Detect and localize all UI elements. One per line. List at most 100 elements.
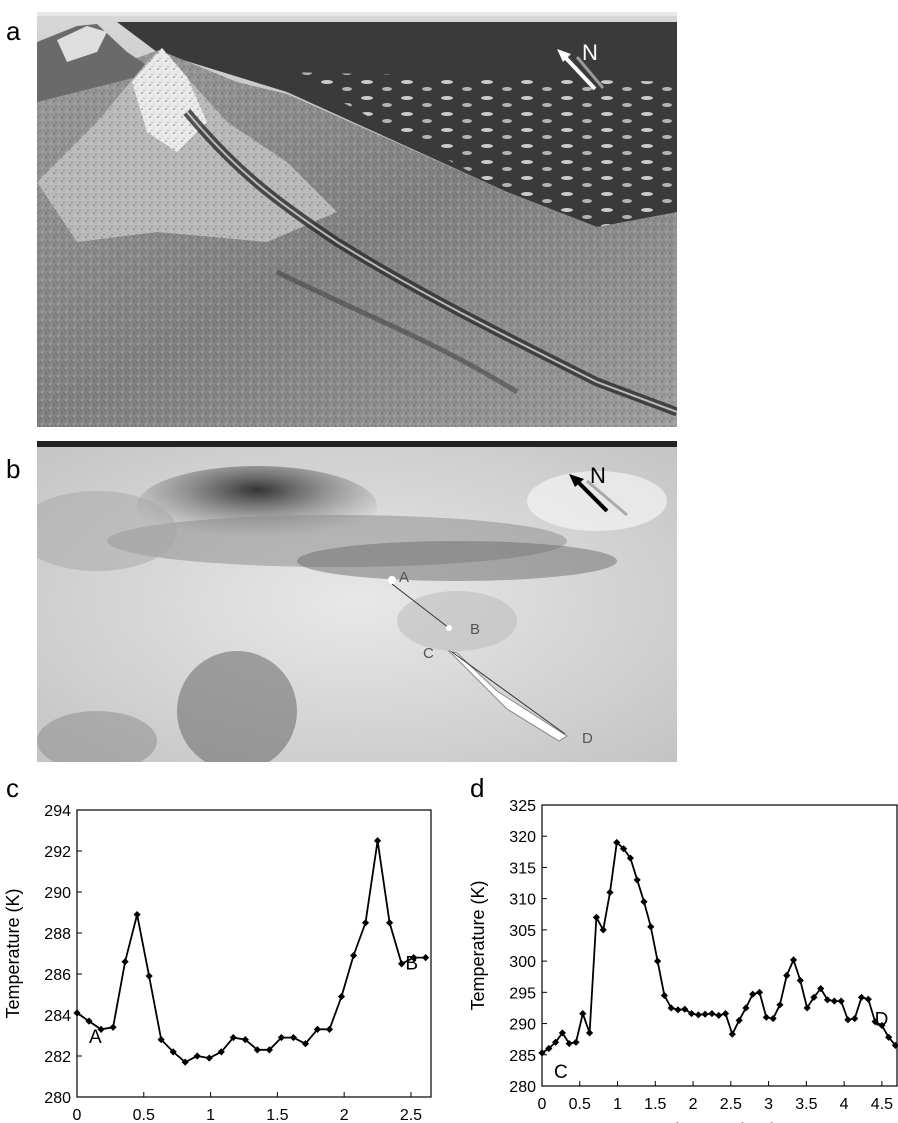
- data-point: [599, 926, 607, 934]
- y-tick-label: 310: [509, 892, 536, 909]
- x-tick-label: 0: [73, 1107, 82, 1123]
- data-point: [728, 1030, 736, 1038]
- data-point: [871, 1018, 879, 1026]
- data-point: [844, 1016, 852, 1024]
- data-point: [592, 913, 600, 921]
- x-tick-label: 1.5: [644, 1096, 666, 1113]
- data-point: [349, 951, 358, 960]
- y-tick-label: 295: [509, 985, 536, 1002]
- data-point: [157, 1036, 165, 1044]
- data-point: [851, 1014, 859, 1023]
- point-label-b: B: [470, 621, 481, 638]
- data-point: [633, 876, 641, 884]
- data-point: [337, 992, 346, 1001]
- point-label-d: D: [582, 730, 593, 747]
- data-point: [667, 1004, 675, 1012]
- y-tick-label: 280: [509, 1079, 536, 1096]
- data-point: [721, 1009, 730, 1018]
- data-point: [735, 1016, 743, 1025]
- x-tick-label: 1: [613, 1096, 622, 1113]
- data-point: [626, 854, 634, 862]
- y-tick-label: 315: [509, 860, 536, 877]
- data-point: [681, 1005, 689, 1013]
- y-tick-label: 290: [509, 1017, 536, 1034]
- y-tick-label: 282: [44, 1049, 71, 1066]
- x-tick-label: 4: [840, 1096, 849, 1113]
- y-tick-label: 305: [509, 923, 536, 940]
- data-point: [545, 1044, 553, 1053]
- x-tick-label: 2: [689, 1096, 698, 1113]
- data-point: [810, 993, 818, 1001]
- thermal-terrain-image: [37, 441, 677, 762]
- data-point: [653, 957, 662, 965]
- data-point: [289, 1033, 298, 1042]
- chart-d-group: 280 285 290 295 300 305 310 315 320 325 0 0.5 1 1.5 2 2…: [468, 798, 898, 1123]
- series-line: [76, 840, 426, 1064]
- data-point: [857, 993, 866, 1001]
- data-point: [229, 1033, 237, 1042]
- data-point: [783, 971, 791, 980]
- data-point: [830, 997, 838, 1005]
- data-point: [325, 1025, 334, 1033]
- data-point: [422, 954, 430, 962]
- y-tick-label: 288: [44, 926, 71, 943]
- data-point: [878, 1021, 886, 1030]
- panel-a-letter: a: [6, 16, 21, 46]
- data-point: [803, 1004, 811, 1012]
- data-point: [193, 1052, 201, 1060]
- data-point: [181, 1058, 189, 1066]
- data-point: [755, 988, 764, 996]
- data-point: [891, 1041, 898, 1050]
- y-tick-label: 284: [44, 1008, 71, 1025]
- north-arrow-icon: [562, 54, 597, 91]
- x-tick-label: 4.5: [871, 1096, 893, 1113]
- x-tick-label: 0: [538, 1096, 547, 1113]
- data-point: [715, 1011, 723, 1020]
- x-tick-label: 2: [340, 1107, 349, 1123]
- data-point: [796, 976, 804, 985]
- data-point: [277, 1033, 285, 1042]
- data-point: [565, 1039, 573, 1048]
- data-point: [551, 1038, 560, 1046]
- data-point: [837, 997, 845, 1005]
- x-tick-label: 1.5: [266, 1107, 288, 1123]
- north-arrow-icon: [575, 479, 609, 513]
- data-point: [694, 1011, 702, 1019]
- data-point: [647, 923, 655, 931]
- data-point: [205, 1054, 213, 1062]
- data-point: [109, 1023, 117, 1031]
- data-point: [708, 1009, 716, 1018]
- y-tick-label: 280: [44, 1090, 71, 1107]
- data-point: [613, 838, 621, 847]
- start-point-label: C: [554, 1062, 568, 1083]
- x-tick-label: 0.5: [569, 1096, 591, 1113]
- data-point: [85, 1017, 93, 1025]
- data-point: [538, 1049, 546, 1057]
- panel-b-north-label: N: [590, 463, 606, 488]
- data-point: [121, 958, 129, 966]
- plot-frame: [541, 804, 898, 1087]
- data-point: [572, 1038, 580, 1046]
- data-point: [558, 1029, 566, 1037]
- end-point-label: B: [405, 954, 418, 975]
- data-point: [640, 898, 648, 906]
- data-point: [660, 991, 668, 1000]
- data-point: [687, 1009, 696, 1018]
- y-tick-label: 286: [44, 967, 71, 984]
- data-point: [674, 1006, 682, 1014]
- x-tick-label: 0.5: [133, 1107, 155, 1123]
- data-point: [398, 960, 406, 968]
- data-point: [145, 972, 153, 980]
- data-point: [742, 1004, 750, 1012]
- data-point: [789, 956, 798, 964]
- y-tick-label: 294: [44, 803, 71, 820]
- data-point: [885, 1033, 893, 1041]
- y-tick-label: 325: [509, 798, 536, 815]
- data-point: [373, 837, 382, 845]
- data-point: [217, 1048, 225, 1056]
- data-point: [97, 1025, 105, 1033]
- end-point-label: D: [875, 1009, 889, 1030]
- x-tick-label: 3: [764, 1096, 773, 1113]
- panel-d-letter: d: [470, 773, 485, 803]
- data-point: [169, 1048, 177, 1056]
